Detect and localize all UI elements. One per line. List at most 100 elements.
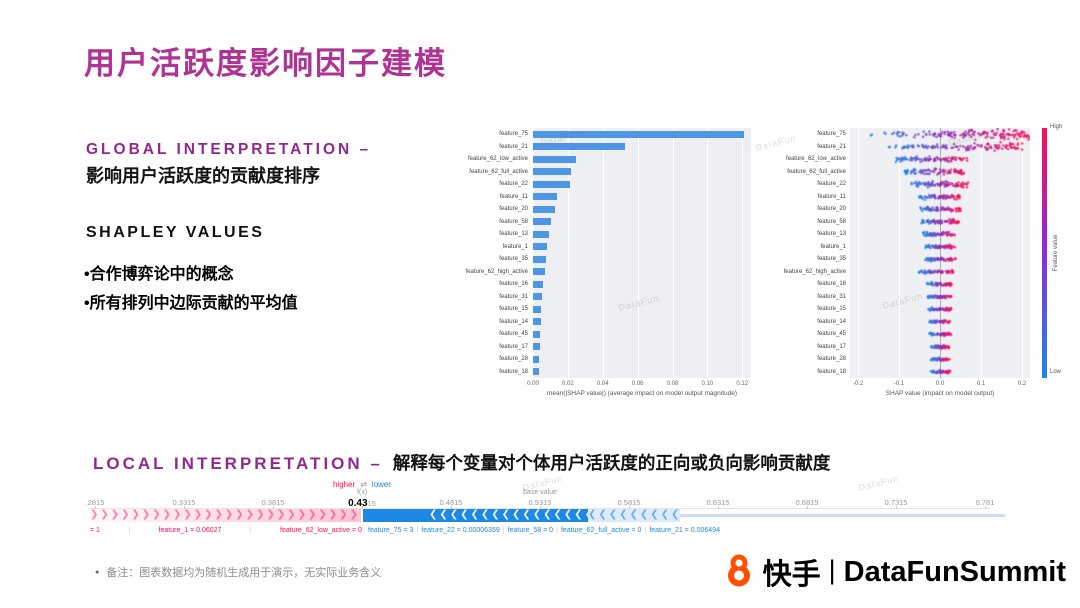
bar-feature-label: feature_20 — [499, 206, 528, 212]
legend-higher-label: higher — [332, 480, 356, 489]
separator: | — [128, 527, 131, 534]
legend-lower-label: lower — [371, 480, 392, 489]
bar-xtick-label: 0.10 — [701, 381, 714, 387]
colorbar-low-label: Low — [1050, 369, 1062, 375]
legend-arrows-icon: ⇄ — [360, 480, 367, 489]
bullet-item: •所有排列中边际贡献的平均值 — [84, 295, 298, 312]
beeswarm-xtick-label: 0.1 — [976, 381, 986, 387]
footer-logo-lockup: 快手 | DataFunSummit — [722, 551, 1066, 593]
bar-feature-label: feature_22 — [499, 181, 528, 187]
bar — [533, 330, 541, 338]
force-tick-mark — [362, 506, 363, 509]
bar-feature-label: feature_16 — [499, 281, 528, 287]
force-tick-mark — [273, 506, 274, 509]
force-tick-label: 0.4315 — [348, 498, 376, 509]
force-tick-label: 0.781 — [975, 498, 995, 507]
bar-xtick-label: 0.06 — [631, 381, 644, 387]
footnote-text: 备注：图表数据均为随机生成用于演示，无实际业务含义 — [106, 567, 382, 579]
colorbar-high-label: High — [1050, 124, 1063, 130]
bar — [533, 293, 542, 301]
separator: | — [416, 527, 419, 534]
local-interpretation-heading: LOCAL INTERPRETATION – — [93, 454, 383, 473]
bar-xtick-label: 0.08 — [666, 381, 679, 387]
force-feature-label: feature_62_low_active = 0 — [280, 527, 362, 534]
beeswarm-feature-label: feature_31 — [817, 293, 846, 300]
force-tick-label: 0.7315 — [884, 498, 908, 507]
bar-feature-label: feature_21 — [499, 143, 528, 150]
beeswarm-xtick-label: 0.2 — [1017, 381, 1027, 387]
bar-feature-label: feature_28 — [499, 356, 528, 362]
force-tick-mark — [184, 506, 185, 509]
beeswarm-feature-label: feature_75 — [817, 131, 846, 137]
bullet-list: •合作博弈论中的概念 •所有排列中边际贡献的平均值 — [84, 260, 298, 318]
bar-chart-plot — [533, 128, 751, 378]
force-tick-label: 0.4815 — [439, 498, 463, 507]
bar — [533, 230, 549, 238]
force-plot: higher ⇄ lower f(x) base value ❯❯❯❯❯❯❯❯❯… — [0, 470, 1080, 558]
bar-xtick-label: 0.02 — [562, 381, 574, 387]
bar — [533, 130, 745, 138]
beeswarm-feature-label: feature_13 — [817, 231, 846, 237]
beeswarm-feature-label: feature_14 — [817, 318, 846, 325]
bar — [533, 280, 543, 288]
beeswarm-feature-label: feature_21 — [817, 143, 846, 150]
beeswarm-canvas — [850, 128, 1030, 378]
beeswarm-feature-label: feature_17 — [817, 343, 846, 350]
base-value-label: base value — [523, 489, 557, 496]
bar-gridline — [637, 128, 639, 378]
bar — [533, 180, 571, 188]
bar-feature-label: feature_15 — [499, 306, 528, 312]
bar-xtick-label: 0.00 — [527, 381, 539, 387]
beeswarm-xtick-label: -0.1 — [893, 381, 905, 387]
beeswarm-feature-label: feature_45 — [817, 331, 846, 337]
bar — [533, 243, 547, 251]
bar-xtick-label: 0.04 — [596, 381, 609, 387]
force-feature-label: feature_1 = 0.06027 — [158, 527, 222, 534]
beeswarm-xtick-label: 0.0 — [935, 381, 945, 387]
fx-value: 0.43 — [348, 498, 368, 509]
force-tick-label: 0.5315 — [528, 498, 552, 507]
bar-gridline — [742, 128, 744, 378]
force-plot-legend: higher ⇄ lower — [333, 480, 391, 489]
bar — [533, 368, 539, 376]
bar — [533, 318, 541, 326]
bar — [533, 268, 546, 276]
force-axis-line — [88, 508, 990, 509]
bar-gridline — [602, 128, 604, 378]
bar-feature-label: feature_11 — [499, 193, 528, 200]
beeswarm-feature-labels: feature_75 feature_21 feature_62_low_activ… — [740, 128, 846, 378]
beeswarm-feature-label: feature_11 — [817, 193, 846, 200]
force-tick-mark — [540, 506, 541, 509]
bar-feature-label: feature_62_full_active — [469, 168, 528, 175]
separator: | — [556, 527, 558, 534]
bar-gridline — [707, 128, 709, 378]
footnote: ● 备注：图表数据均为随机生成用于演示，无实际业务含义 — [95, 564, 381, 580]
force-blue-fade-segment: ❮❮❮❮❮❮❮❮❮❮❮❮ — [588, 509, 680, 522]
force-tick-label: 0.6815 — [795, 498, 819, 507]
global-interpretation-heading: GLOBAL INTERPRETATION – — [86, 141, 372, 158]
bar-gridline — [672, 128, 674, 378]
bar-feature-label: feature_62_high_active — [465, 268, 528, 275]
force-feature-label: = 1 — [90, 527, 100, 534]
bar — [533, 218, 552, 226]
bar — [533, 255, 547, 263]
beeswarm-feature-label: feature_62_low_active — [785, 156, 846, 162]
bar-gridline — [567, 128, 569, 378]
beeswarm-feature-label: feature_22 — [817, 181, 846, 187]
force-tick-mark — [807, 506, 808, 509]
beeswarm-feature-label: feature_35 — [817, 256, 846, 262]
feature-value-colorbar — [1042, 128, 1047, 378]
bar-feature-label: feature_1 — [502, 243, 528, 250]
bar — [533, 155, 576, 163]
beeswarm-feature-label: feature_18 — [817, 368, 846, 375]
footer-brand-text: 快手 — [762, 559, 821, 591]
bar-feature-label: feature_62_low_active — [467, 156, 528, 162]
bar — [533, 193, 557, 201]
beeswarm-feature-label: feature_20 — [817, 206, 846, 212]
beeswarm-xtick-label: -0.2 — [852, 381, 864, 387]
force-tick-mark — [718, 506, 719, 509]
beeswarm-xaxis-label: SHAP value (impact on model output) — [885, 390, 995, 397]
force-blue-segment: ❮❮❮❮❮❮❮❮❮❮❮❮❮❮❮❮❮❮❮❮❮❮❮❮❮❮❮❮❮❮ — [363, 509, 588, 522]
beeswarm-plot — [850, 128, 1030, 378]
bar-feature-label: feature_75 — [499, 131, 528, 137]
